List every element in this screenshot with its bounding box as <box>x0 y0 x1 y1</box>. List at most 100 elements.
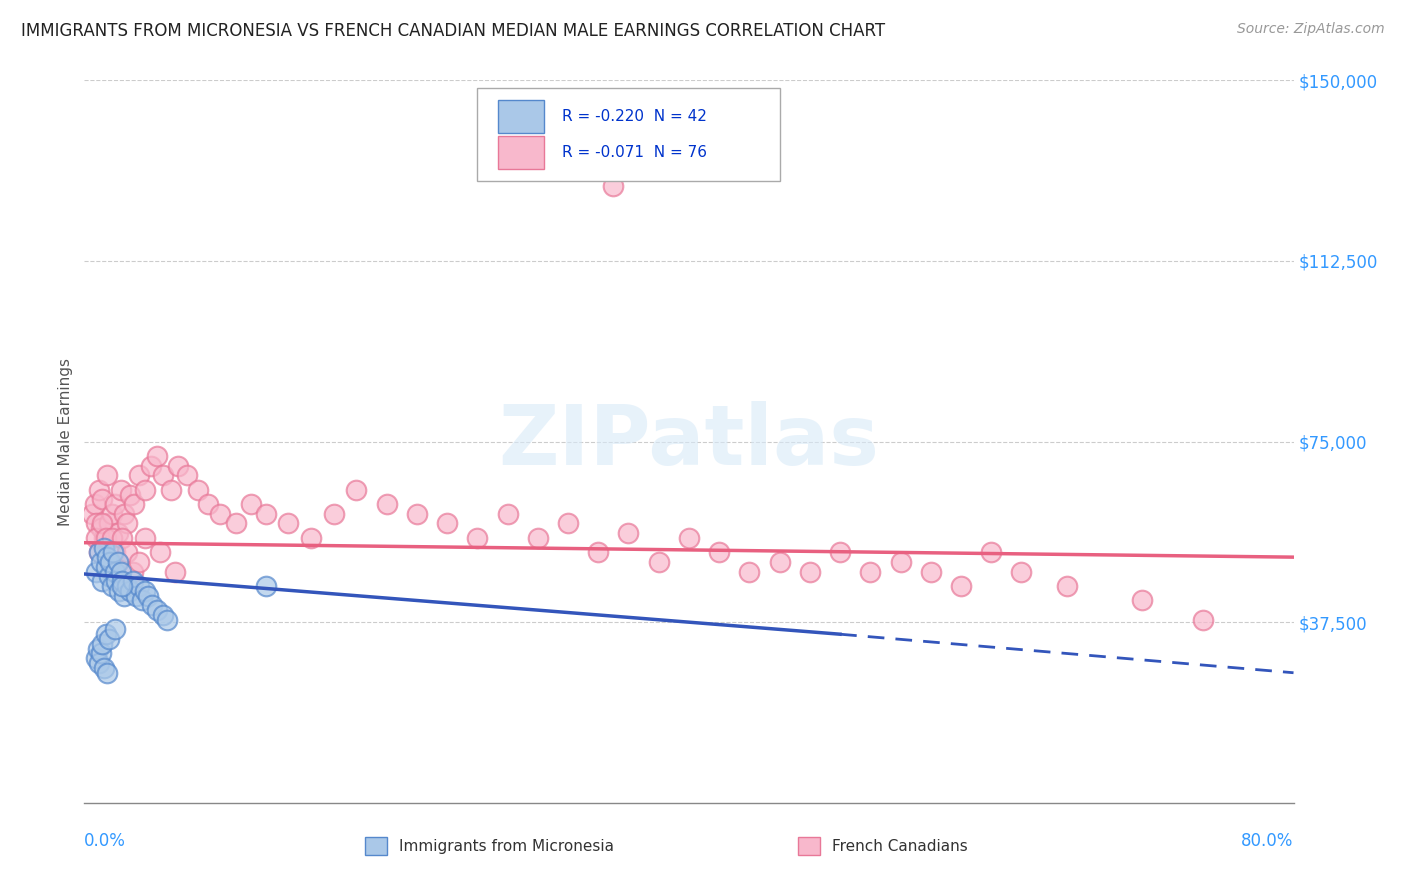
Point <box>209 507 232 521</box>
Point <box>159 483 181 497</box>
Bar <box>797 837 820 855</box>
Point <box>436 516 458 531</box>
Point <box>84 497 107 511</box>
Point <box>94 531 117 545</box>
Point <box>225 516 247 531</box>
Point <box>97 569 120 583</box>
Point <box>648 555 671 569</box>
Point <box>87 641 110 656</box>
Point <box>134 531 156 545</box>
Point <box>118 583 141 598</box>
Point <box>96 665 118 680</box>
Point <box>115 545 138 559</box>
Point <box>588 545 610 559</box>
Point <box>950 579 973 593</box>
Point <box>156 613 179 627</box>
Point <box>1011 565 1033 579</box>
FancyBboxPatch shape <box>478 87 780 181</box>
Point <box>830 545 852 559</box>
Point <box>136 589 159 603</box>
Point <box>118 487 141 501</box>
Point <box>254 507 277 521</box>
Point <box>89 656 111 670</box>
Point <box>112 589 135 603</box>
Point <box>111 579 134 593</box>
Point <box>134 483 156 497</box>
Point <box>496 507 519 521</box>
Point <box>89 483 111 497</box>
Text: 80.0%: 80.0% <box>1241 831 1294 850</box>
Point <box>111 574 134 589</box>
Point <box>125 589 148 603</box>
Point <box>769 555 792 569</box>
Point <box>91 574 114 589</box>
Point <box>678 531 700 545</box>
Point <box>1192 613 1215 627</box>
Point <box>86 531 108 545</box>
Point <box>104 545 127 559</box>
Point <box>799 565 821 579</box>
Point <box>146 603 169 617</box>
Point <box>97 516 120 531</box>
Point <box>557 516 579 531</box>
Point <box>110 483 132 497</box>
Text: IMMIGRANTS FROM MICRONESIA VS FRENCH CANADIAN MEDIAN MALE EARNINGS CORRELATION C: IMMIGRANTS FROM MICRONESIA VS FRENCH CAN… <box>21 22 886 40</box>
Point <box>90 647 112 661</box>
Point <box>97 555 120 569</box>
Point <box>165 565 187 579</box>
Point <box>299 531 322 545</box>
Point <box>100 531 122 545</box>
Point <box>128 468 150 483</box>
Point <box>90 521 112 535</box>
Point <box>94 627 117 641</box>
Text: R = -0.220  N = 42: R = -0.220 N = 42 <box>562 109 707 124</box>
Point <box>121 565 143 579</box>
Point <box>105 574 128 589</box>
Point <box>738 565 761 579</box>
Point <box>97 632 120 646</box>
Text: 0.0%: 0.0% <box>84 831 127 850</box>
Point <box>128 555 150 569</box>
Point <box>141 599 163 613</box>
Point <box>91 516 114 531</box>
Point <box>91 637 114 651</box>
Bar <box>498 100 544 133</box>
Point <box>100 579 122 593</box>
Point <box>96 550 118 565</box>
Point <box>98 555 121 569</box>
Text: Source: ZipAtlas.com: Source: ZipAtlas.com <box>1237 22 1385 37</box>
Point <box>375 497 398 511</box>
Point <box>104 497 127 511</box>
Point <box>80 507 103 521</box>
Point <box>602 179 624 194</box>
Point <box>115 516 138 531</box>
Point <box>112 507 135 521</box>
Point <box>149 545 172 559</box>
Point <box>239 497 262 511</box>
Point <box>104 565 127 579</box>
Y-axis label: Median Male Earnings: Median Male Earnings <box>58 358 73 525</box>
Point <box>131 593 153 607</box>
Point <box>90 555 112 569</box>
Point <box>406 507 429 521</box>
Point <box>167 458 190 473</box>
Point <box>86 651 108 665</box>
Point <box>527 531 550 545</box>
Point <box>107 555 129 569</box>
Point <box>122 497 145 511</box>
Point <box>107 555 129 569</box>
Bar <box>498 136 544 169</box>
Text: French Canadians: French Canadians <box>831 838 967 854</box>
Point <box>94 559 117 574</box>
Point <box>93 541 115 555</box>
Point <box>859 565 882 579</box>
Point <box>254 579 277 593</box>
Point <box>152 607 174 622</box>
Point <box>277 516 299 531</box>
Point <box>86 565 108 579</box>
Point <box>152 468 174 483</box>
Point <box>89 545 111 559</box>
Point <box>128 579 150 593</box>
Point <box>115 579 138 593</box>
Point <box>980 545 1002 559</box>
